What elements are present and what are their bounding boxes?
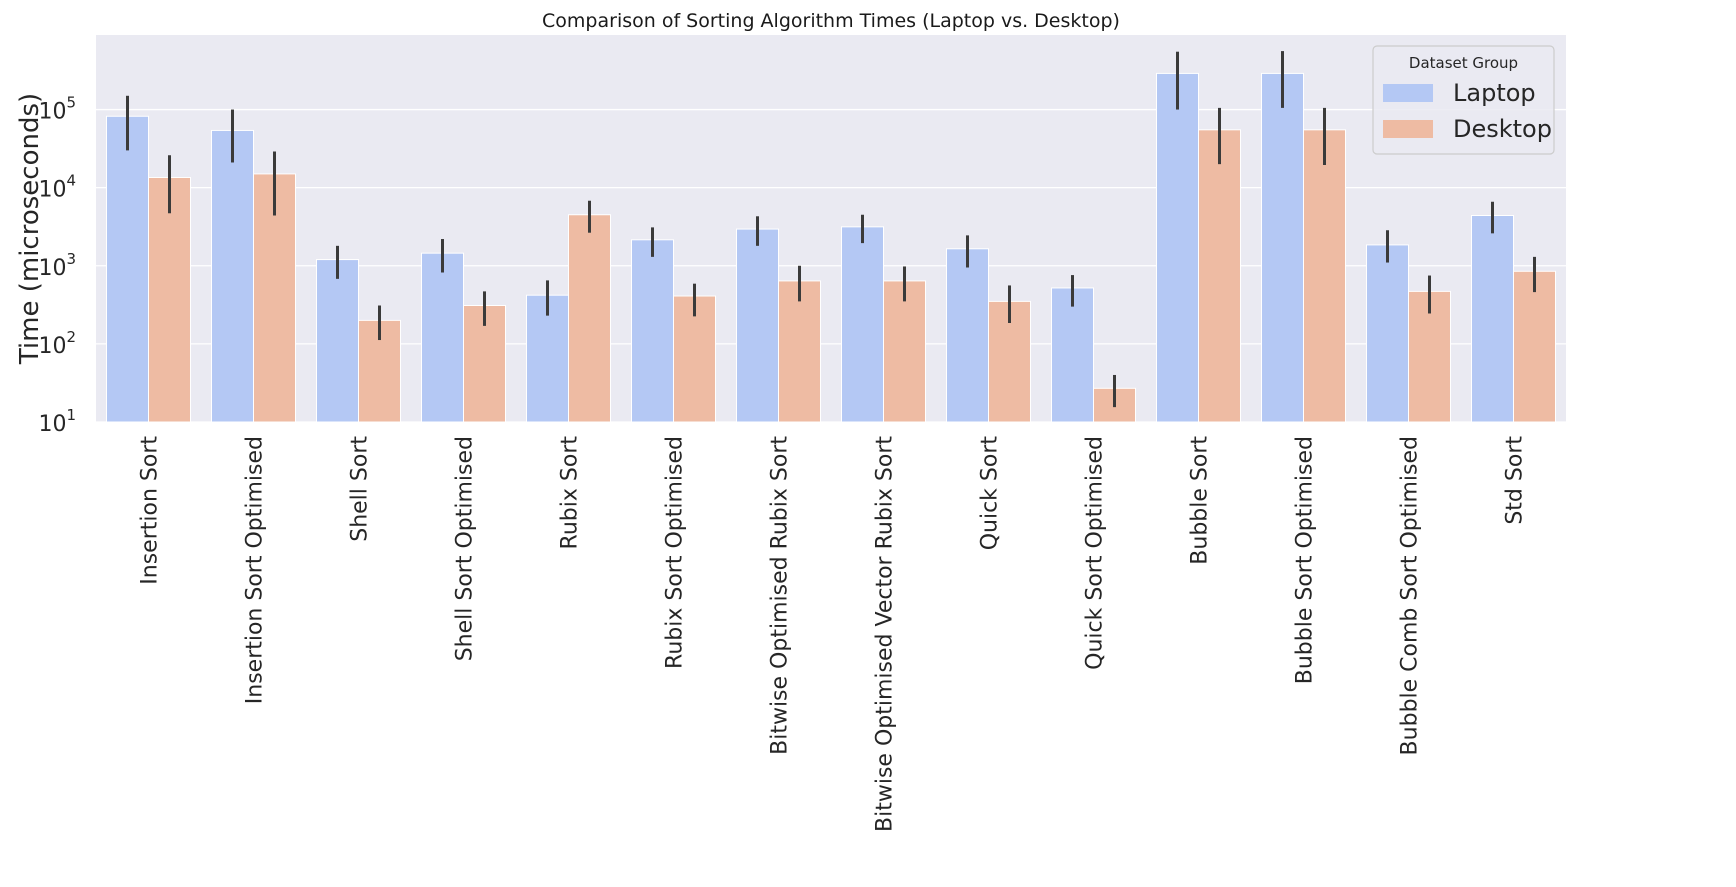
bar-desktop (1513, 270, 1556, 423)
legend-title: Dataset Group (1409, 54, 1518, 72)
bar-laptop (841, 226, 884, 423)
x-tick-label: Std Sort (1503, 436, 1528, 525)
legend-label-desktop: Desktop (1453, 115, 1552, 143)
y-tick-label: 105 (38, 94, 76, 125)
x-tick-label: Bitwise Optimised Vector Rubix Sort (873, 436, 898, 832)
x-tick-label: Quick Sort (978, 436, 1003, 551)
x-tick-label: Rubix Sort Optimised (663, 436, 688, 669)
bar-desktop (883, 280, 926, 423)
x-tick-label: Bubble Sort (1188, 436, 1213, 565)
legend-swatch-laptop (1383, 84, 1433, 102)
x-tick-label: Shell Sort (348, 436, 373, 542)
bar-desktop (148, 176, 191, 423)
y-tick-label: 103 (38, 250, 76, 281)
y-tick-label: 102 (38, 328, 76, 359)
y-axis-label: Time (microseconds) (15, 93, 45, 365)
bar-laptop (1366, 244, 1409, 423)
bar-laptop (106, 115, 149, 423)
x-tick-label: Quick Sort Optimised (1083, 436, 1108, 670)
bar-laptop (631, 239, 674, 423)
bar-laptop (1051, 287, 1094, 423)
bar-laptop (946, 248, 989, 423)
bar-laptop (211, 129, 254, 423)
bar-desktop (568, 214, 611, 423)
legend-label-laptop: Laptop (1453, 79, 1536, 107)
bar-desktop (778, 280, 821, 423)
y-tick-label: 104 (38, 172, 76, 203)
x-tick-label: Bitwise Optimised Rubix Sort (768, 436, 793, 755)
x-tick-label: Insertion Sort Optimised (243, 436, 268, 704)
bar-laptop (1471, 215, 1514, 423)
bar-laptop (421, 252, 464, 423)
bar-desktop (1303, 129, 1346, 423)
legend-swatch-desktop (1383, 120, 1433, 138)
x-tick-label: Insertion Sort (138, 436, 163, 585)
x-tick-label: Rubix Sort (558, 436, 583, 550)
x-tick-label: Shell Sort Optimised (453, 436, 478, 661)
bar-laptop (1156, 72, 1199, 423)
x-tick-label: Bubble Comb Sort Optimised (1398, 436, 1423, 755)
chart-title: Comparison of Sorting Algorithm Times (L… (542, 10, 1120, 32)
y-tick-label: 101 (38, 406, 76, 437)
bar-laptop (1261, 72, 1304, 423)
bar-laptop (316, 259, 359, 423)
x-tick-label: Bubble Sort Optimised (1293, 436, 1318, 684)
bar-desktop (673, 295, 716, 423)
bar-laptop (736, 228, 779, 423)
bar-desktop (1198, 129, 1241, 423)
